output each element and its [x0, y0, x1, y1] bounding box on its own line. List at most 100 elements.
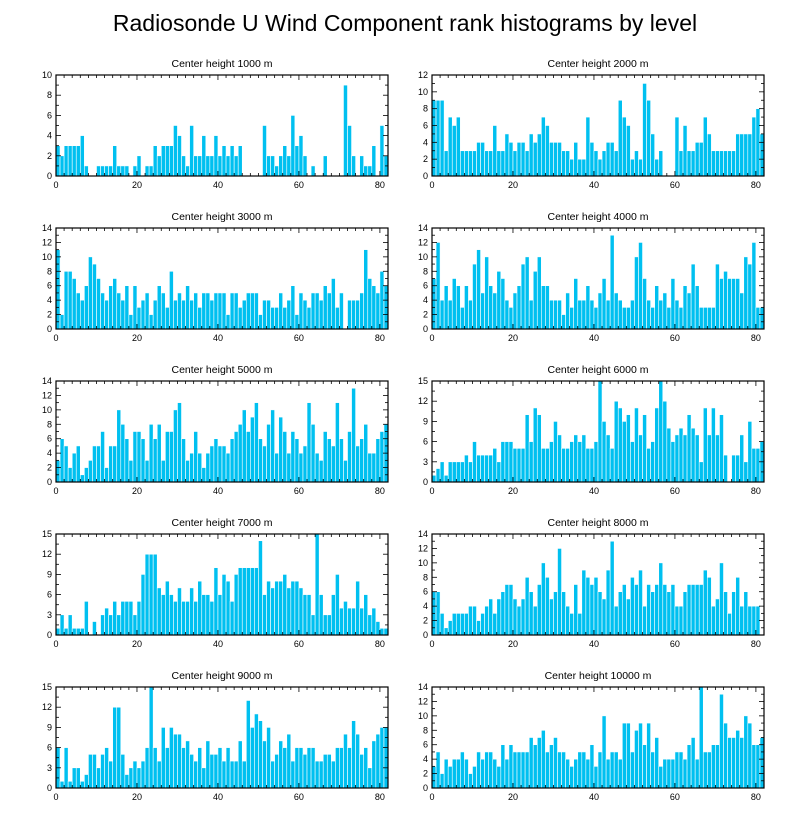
bar: [476, 751, 481, 789]
y-tick-label: 4: [47, 295, 52, 305]
bar: [112, 278, 118, 330]
bar: [759, 307, 765, 330]
bar: [84, 601, 89, 636]
bar: [177, 292, 182, 330]
x-tick-label: 60: [670, 486, 680, 496]
bar: [731, 150, 736, 177]
bar: [181, 155, 186, 177]
bar: [339, 292, 344, 330]
bar: [451, 461, 457, 483]
bar: [520, 448, 526, 483]
bar: [468, 150, 473, 177]
bar: [209, 299, 215, 330]
panel-title: Center height 3000 m: [172, 211, 273, 223]
bar: [694, 758, 700, 789]
bar: [165, 307, 170, 330]
bar: [480, 142, 485, 177]
y-tick-label: 12: [418, 696, 428, 706]
bar: [682, 434, 688, 483]
y-tick-label: 0: [47, 630, 52, 640]
bar: [573, 142, 579, 177]
bar: [702, 751, 708, 789]
bar: [638, 242, 643, 330]
bar: [197, 155, 203, 177]
bar: [731, 278, 736, 330]
bar: [431, 766, 437, 789]
bar: [278, 740, 284, 789]
bar: [144, 553, 150, 636]
bar: [654, 737, 660, 789]
bar: [520, 751, 526, 789]
bar: [96, 278, 101, 330]
bar: [290, 760, 296, 789]
bar: [488, 150, 494, 177]
bar: [63, 145, 69, 177]
bar: [274, 754, 279, 789]
histogram-panel-10: Center height 10000 m 0 20 40 60 80 0 2 4 6 8 10 12 1…: [418, 670, 765, 802]
bar: [177, 587, 182, 636]
bar: [541, 116, 546, 177]
bar: [601, 278, 607, 330]
bar: [516, 751, 522, 789]
bar: [735, 454, 741, 483]
bar: [621, 722, 627, 789]
bar: [67, 145, 73, 177]
bar: [322, 285, 328, 330]
bar: [302, 445, 308, 483]
bar: [617, 99, 623, 177]
bar: [298, 135, 304, 177]
bar: [634, 407, 639, 483]
bar: [549, 441, 554, 483]
bar: [55, 249, 61, 330]
bar: [464, 454, 469, 483]
x-tick-label: 60: [670, 639, 680, 649]
x-tick-label: 20: [132, 792, 142, 802]
bar: [181, 299, 186, 330]
bar: [322, 155, 328, 177]
bar: [553, 591, 558, 636]
bar: [237, 145, 243, 177]
bar: [124, 165, 130, 177]
bar: [59, 314, 65, 330]
bar: [601, 598, 607, 636]
bar: [500, 441, 506, 483]
bar: [524, 576, 530, 636]
bar: [67, 270, 73, 330]
bar: [512, 598, 518, 636]
bar: [601, 421, 607, 483]
bar: [383, 627, 389, 636]
bar: [229, 601, 235, 636]
bar: [597, 751, 603, 789]
bar: [237, 423, 243, 483]
x-tick-label: 0: [53, 639, 58, 649]
bar: [367, 165, 373, 177]
bar: [96, 165, 101, 177]
bar: [237, 567, 243, 636]
bar: [492, 758, 498, 789]
x-tick-label: 40: [213, 639, 223, 649]
bar: [165, 580, 170, 636]
bar: [435, 591, 441, 636]
bar: [715, 263, 720, 330]
histogram-panel-8: Center height 8000 m 0 20 40 60 80 0 2 4 6 8 10 12 14: [418, 517, 765, 649]
y-tick-label: 4: [423, 601, 428, 611]
bar: [650, 307, 655, 330]
bar: [577, 158, 583, 177]
bar: [233, 574, 239, 636]
bar: [678, 751, 684, 789]
bar: [504, 299, 510, 330]
bar: [455, 116, 461, 177]
bar: [605, 142, 611, 177]
bar: [662, 400, 668, 483]
y-tick-label: 2: [47, 310, 52, 320]
bar: [75, 445, 81, 483]
bar: [674, 299, 680, 330]
bar: [617, 407, 623, 483]
bar: [221, 145, 227, 177]
bar: [250, 416, 255, 483]
x-tick-label: 60: [670, 180, 680, 190]
bar: [270, 409, 275, 483]
bar: [298, 587, 304, 636]
y-tick-label: 12: [42, 390, 52, 400]
bar: [225, 155, 231, 177]
